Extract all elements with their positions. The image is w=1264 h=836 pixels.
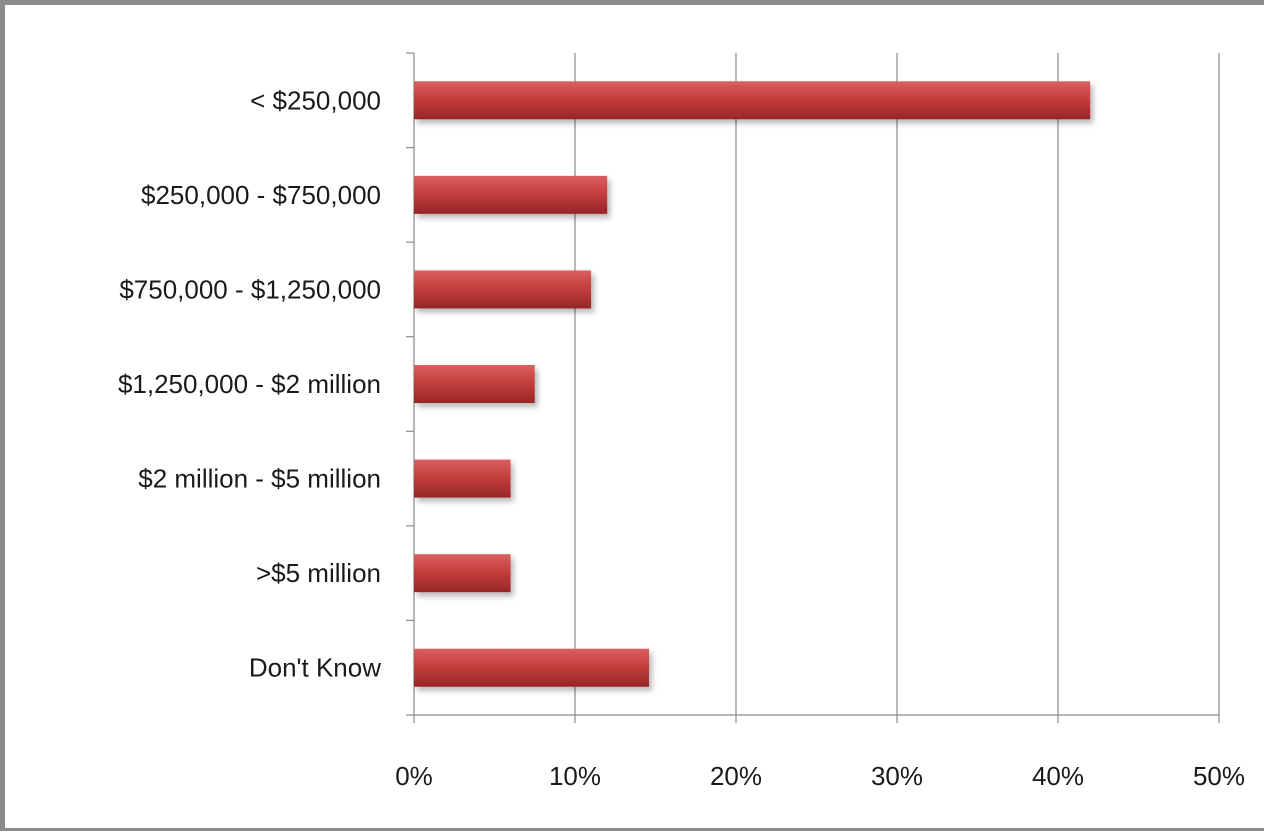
x-tick-label: 20% [710,761,762,791]
x-tick-label: 40% [1032,761,1084,791]
bar-chart: 0% 10% 20% 30% 40% 50% < $250,000 $250,000 - $7… [118,52,1245,791]
y-tick-label: $2 million - $5 million [138,464,381,494]
x-tick-label: 50% [1193,761,1245,791]
bar [414,365,535,403]
bar [414,175,608,214]
y-tick-label: Don't Know [249,653,381,683]
bar [414,554,511,593]
bar [414,270,592,309]
bars [414,81,1091,687]
x-tick-label: 0% [395,761,433,791]
tick-labels: 0% 10% 20% 30% 40% 50% < $250,000 $250,000 - $7… [118,85,1245,791]
bar [414,459,511,498]
x-tick-label: 30% [871,761,923,791]
y-tick-label: $750,000 - $1,250,000 [119,274,381,304]
bar [414,648,650,687]
y-tick-label: $1,250,000 - $2 million [118,369,381,399]
y-tick-label: >$5 million [256,558,381,588]
x-tick-label: 10% [549,761,601,791]
bar [414,81,1091,120]
gridlines [574,53,1220,715]
y-tick-label: $250,000 - $750,000 [141,180,381,210]
y-tick-label: < $250,000 [250,85,381,115]
